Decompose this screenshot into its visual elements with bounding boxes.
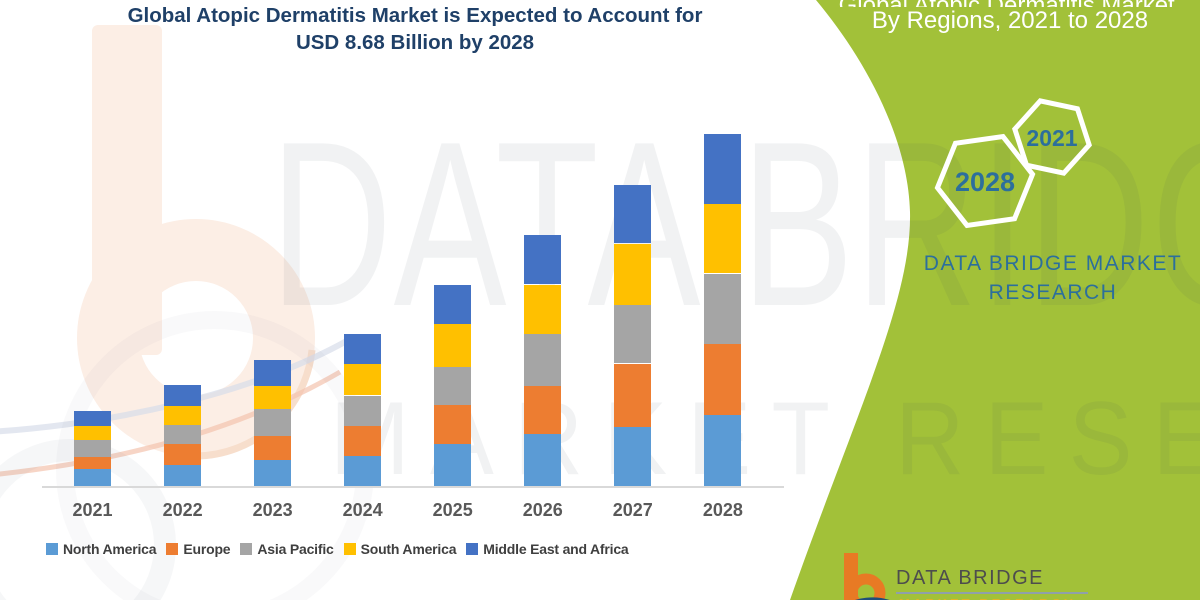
bar-2022-segment-europe [164, 443, 202, 465]
bar-2027-segment-middle-east-and-africa [614, 185, 652, 244]
footer-logo-b-icon [844, 553, 890, 600]
x-axis-label-2025: 2025 [432, 500, 473, 520]
bar-2026-segment-north-america [524, 434, 562, 486]
chart-title: Global Atopic Dermatitis Market is Expec… [60, 2, 770, 56]
bar-2021-segment-middle-east-and-africa [74, 411, 111, 427]
bar-2023-segment-asia-pacific [254, 408, 292, 436]
bar-2022-segment-north-america [164, 464, 202, 486]
legend-swatch-europe [166, 543, 179, 555]
bar-2024-segment-middle-east-and-africa [344, 333, 382, 364]
bar-2027-segment-europe [614, 363, 652, 427]
footer-brand-underline [896, 592, 1088, 594]
hexagon-2021-label: 2021 [1026, 125, 1078, 151]
bar-2024-segment-north-america [344, 455, 382, 486]
bar-2028-segment-north-america [704, 414, 742, 486]
bar-2021-segment-south-america [74, 426, 111, 440]
x-axis-label-2022: 2022 [162, 500, 203, 520]
bar-2025-segment-asia-pacific [434, 366, 472, 405]
bar-2024-segment-asia-pacific [344, 395, 382, 426]
panel-heading-line1-clipped: Global Atopic Dermatitis Market, [830, 0, 1190, 7]
x-axis-label-2021: 2021 [72, 500, 113, 520]
legend-swatch-middle-east-and-africa [466, 543, 479, 555]
bar-2021-segment-asia-pacific [74, 439, 111, 458]
x-axis-label-2023: 2023 [252, 500, 293, 520]
panel-brand-line2: RESEARCH [988, 281, 1118, 304]
bar-2028-segment-south-america [704, 204, 742, 274]
bar-2023-segment-europe [254, 435, 292, 460]
legend-swatch-north-america [46, 543, 58, 555]
bar-2025-segment-europe [434, 404, 472, 444]
legend-item-south-america: South America [343, 541, 457, 557]
bar-2028-segment-asia-pacific [704, 273, 742, 345]
legend-item-europe: Europe [166, 541, 231, 557]
footer-brand-name: DATA BRIDGE [896, 567, 1045, 589]
bar-2025-segment-middle-east-and-africa [434, 285, 472, 325]
x-axis-label-2026: 2026 [522, 500, 563, 520]
legend-swatch-south-america [343, 543, 356, 555]
panel-brand-line1: DATA BRIDGE MARKET [923, 252, 1183, 275]
x-axis-label-2024: 2024 [342, 500, 383, 520]
bar-2022-segment-south-america [164, 406, 202, 425]
bar-2024-segment-europe [344, 425, 382, 456]
bar-2026-segment-south-america [524, 284, 562, 335]
bar-2021-segment-north-america [74, 469, 111, 486]
bar-2024-segment-south-america [344, 363, 382, 396]
legend-swatch-asia-pacific [240, 543, 253, 555]
bar-2027-segment-north-america [614, 426, 652, 486]
panel-heading-line2: By Regions, 2021 to 2028 [871, 7, 1149, 34]
bar-2027-segment-south-america [614, 243, 652, 305]
bar-2021-segment-europe [74, 457, 111, 469]
plot-area: 2021 2022 2023 2024 2025 2026 2027 2028 [42, 134, 784, 520]
chart-title-line1: Global Atopic Dermatitis Market is Expec… [127, 4, 703, 27]
bar-2026-segment-europe [524, 385, 562, 435]
legend-item-middle-east-and-africa: Middle East and Africa [466, 541, 629, 557]
bar-2026-segment-middle-east-and-africa [524, 234, 562, 285]
bar-2027-segment-asia-pacific [614, 304, 652, 364]
hexagons-icon [934, 98, 1092, 229]
bar-2023-segment-middle-east-and-africa [254, 359, 292, 386]
legend-item-asia-pacific: Asia Pacific [240, 541, 334, 557]
bar-2028-segment-middle-east-and-africa [704, 134, 742, 205]
bar-2028-segment-europe [704, 344, 742, 415]
chart-title-line2: USD 8.68 Billion by 2028 [295, 31, 535, 54]
x-axis-line [42, 486, 784, 488]
legend-label-north-america: North America [63, 541, 157, 557]
bar-2023-segment-south-america [254, 385, 292, 409]
x-axis-label-2027: 2027 [612, 500, 653, 520]
bar-2025-segment-south-america [434, 324, 472, 367]
bar-2022-segment-middle-east-and-africa [164, 385, 202, 407]
legend-item-north-america: North America [46, 541, 157, 557]
chart-legend: North America Europe Asia Pacific South Ame… [46, 541, 629, 557]
legend-label-europe: Europe [183, 541, 231, 557]
bar-2022-segment-asia-pacific [164, 424, 202, 444]
bar-2023-segment-north-america [254, 459, 292, 486]
legend-label-middle-east-and-africa: Middle East and Africa [483, 541, 629, 557]
bar-2025-segment-north-america [434, 443, 472, 486]
legend-label-south-america: South America [360, 541, 457, 557]
bar-2026-segment-asia-pacific [524, 334, 562, 386]
hexagon-2028-label: 2028 [954, 167, 1016, 197]
x-axis-label-2028: 2028 [702, 500, 743, 520]
footer-brand-subline-clipped: MARKET RESEARCH [899, 596, 1076, 600]
legend-label-asia-pacific: Asia Pacific [257, 541, 334, 557]
